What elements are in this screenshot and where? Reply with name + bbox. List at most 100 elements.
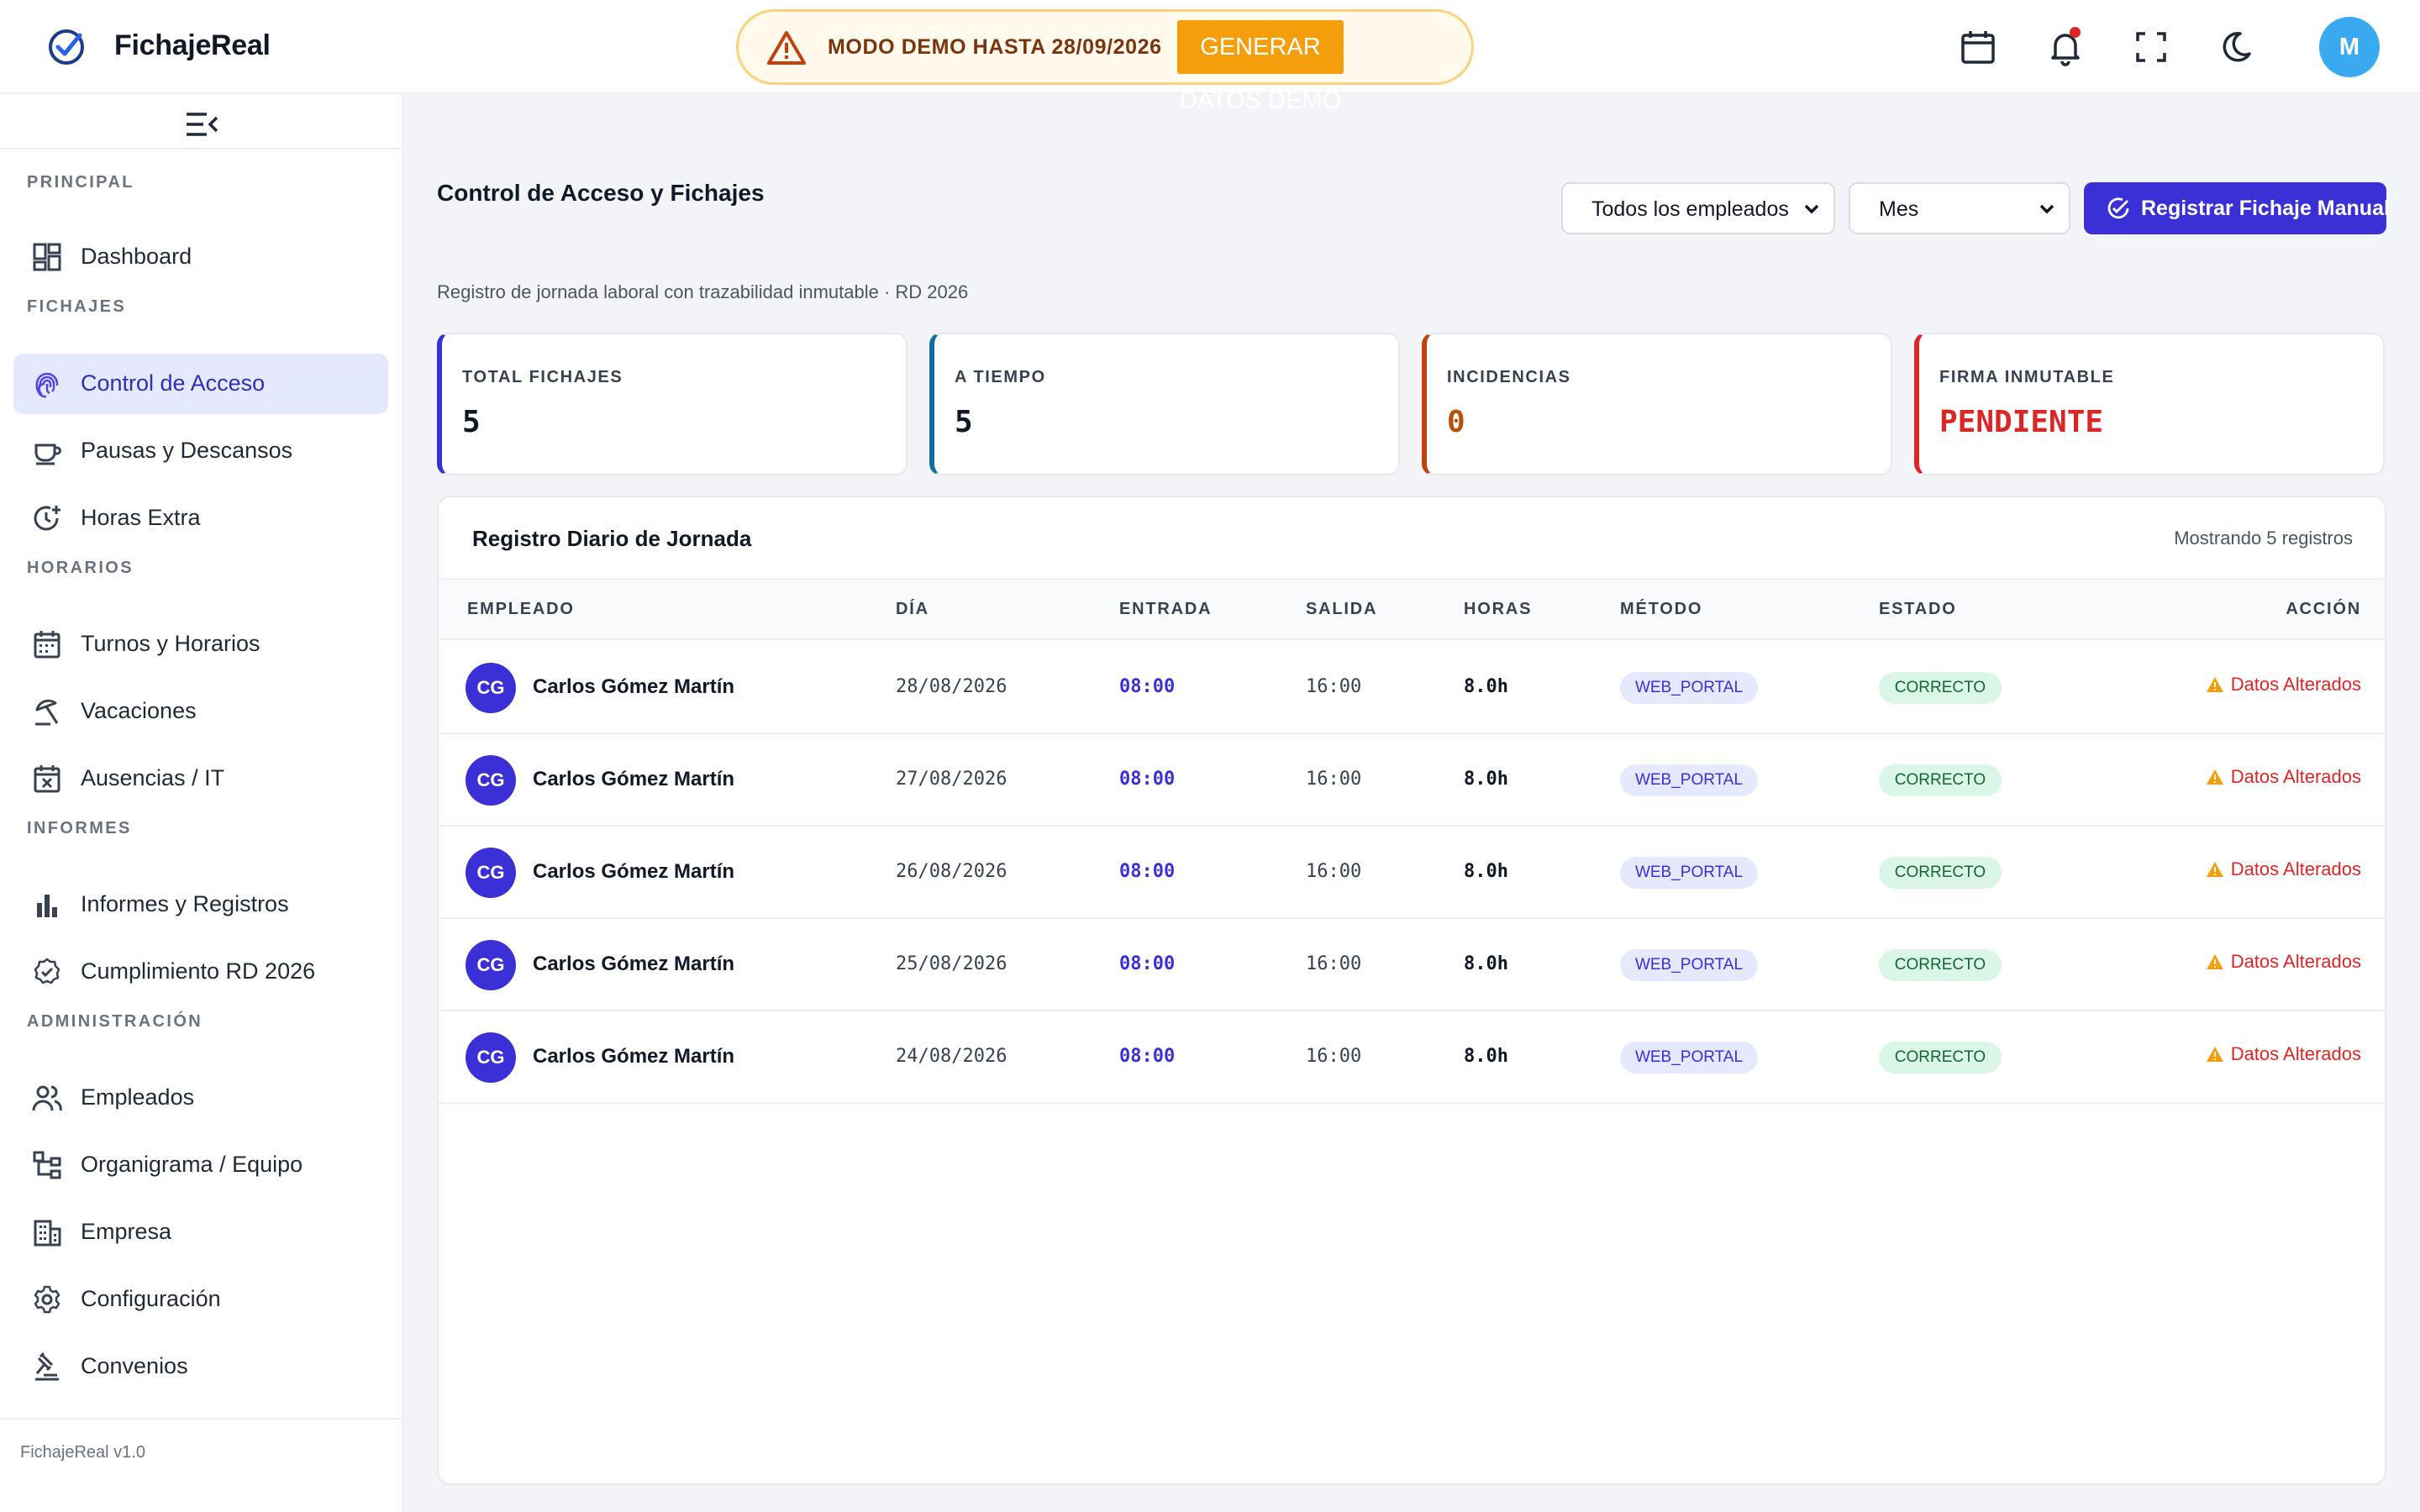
building-icon [32,1217,62,1247]
calendar-grid-icon [32,629,62,659]
moon-icon[interactable] [2212,24,2259,71]
table-row[interactable]: CG Carlos Gómez Martín 26/08/2026 08:00 16:0… [439,827,2385,919]
sidebar-item-horas-extra[interactable]: Horas Extra [13,488,388,549]
period-filter-select[interactable]: Mes [1849,182,2070,234]
altered-data-link[interactable]: Datos Alterados [2206,766,2361,788]
sidebar-item-informes[interactable]: Informes y Registros [13,874,388,935]
table-title: Registro Diario de Jornada [472,526,752,551]
action-label: Datos Alterados [2230,858,2361,879]
demo-banner-text: MODO DEMO HASTA 28/09/2026 [828,35,1162,59]
register-manual-entry-button[interactable]: Registrar Fichaje Manual [2084,182,2390,234]
section-label-horarios: HORARIOS [27,559,134,577]
stat-value: 5 [955,405,973,439]
sidebar-item-ausencias[interactable]: Ausencias / IT [13,748,388,809]
sidebar-item-control-acceso[interactable]: Control de Acceso [13,354,388,414]
stat-value: PENDIENTE [1939,405,2104,439]
employee-name: Carlos Gómez Martín [533,768,735,790]
table-row[interactable]: CG Carlos Gómez Martín 27/08/2026 08:00 16:0… [439,734,2385,827]
sidebar-item-configuracion[interactable]: Configuración [13,1269,388,1330]
table-row[interactable]: CG Carlos Gómez Martín 28/08/2026 08:00 16:0… [439,642,2385,734]
badge-check-icon [32,957,62,987]
section-label-administracion: ADMINISTRACIÓN [27,1012,203,1031]
fingerprint-icon [32,369,62,399]
day-value: 27/08/2026 [896,769,1007,790]
umbrella-icon [32,696,62,727]
table-header: EMPLEADO DÍA ENTRADA SALIDA HORAS MÉTODO… [439,578,2385,640]
warning-icon [2206,768,2224,786]
attendance-table-card: Registro Diario de Jornada Mostrando 5 r… [437,496,2386,1485]
chevron-down-icon [1804,204,1819,214]
sidebar-item-empleados[interactable]: Empleados [13,1068,388,1128]
action-label: Datos Alterados [2230,951,2361,972]
hours-value: 8.0h [1464,1046,1508,1067]
sidebar-item-label: Pausas y Descansos [81,438,293,463]
entry-time: 08:00 [1119,676,1176,697]
sidebar-item-label: Dashboard [81,244,192,269]
sidebar-item-empresa[interactable]: Empresa [13,1202,388,1263]
action-label: Datos Alterados [2230,1043,2361,1064]
sidebar-item-label: Configuración [81,1286,221,1311]
entry-time: 08:00 [1119,861,1176,882]
exit-time: 16:00 [1306,953,1362,974]
sidebar-item-label: Convenios [81,1353,188,1378]
register-button-label: Registrar Fichaje Manual [2141,197,2390,220]
status-badge: CORRECTO [1879,1042,2002,1074]
exit-time: 16:00 [1306,676,1362,697]
column-header-metodo: MÉTODO [1620,600,1703,618]
section-label-principal: PRINCIPAL [27,173,134,192]
stat-card-total: TOTAL FICHAJES 5 [437,333,908,475]
sidebar-item-vacaciones[interactable]: Vacaciones [13,681,388,742]
page-subtitle: Registro de jornada laboral con trazabil… [437,281,969,302]
collapse-menu-icon[interactable] [182,108,222,141]
sidebar-item-dashboard[interactable]: Dashboard [13,227,388,287]
gavel-icon [32,1352,62,1382]
user-avatar[interactable]: M [2319,17,2380,77]
day-value: 25/08/2026 [896,953,1007,974]
exit-time: 16:00 [1306,861,1362,882]
generate-demo-data-button[interactable]: GENERAR DATOS DEMO [1177,20,1344,114]
altered-data-link[interactable]: Datos Alterados [2206,1043,2361,1065]
column-header-entrada: ENTRADA [1119,600,1213,618]
sidebar-item-turnos[interactable]: Turnos y Horarios [13,614,388,675]
sidebar-item-label: Ausencias / IT [81,765,225,790]
bell-icon[interactable] [2042,24,2089,71]
sidebar-item-label: Control de Acceso [81,370,266,396]
warning-icon [2206,1045,2224,1063]
sidebar-item-pausas[interactable]: Pausas y Descansos [13,421,388,481]
column-header-horas: HORAS [1464,600,1533,618]
sidebar-item-label: Informes y Registros [81,891,289,916]
sidebar-item-label: Vacaciones [81,698,197,723]
status-badge: CORRECTO [1879,857,2002,889]
demo-mode-banner: MODO DEMO HASTA 28/09/2026 GENERAR DATOS… [736,9,1474,114]
warning-icon [767,31,806,65]
warning-icon [2206,953,2224,971]
table-row[interactable]: CG Carlos Gómez Martín 24/08/2026 08:00 16:0… [439,1011,2385,1104]
brand[interactable]: FichajeReal [45,24,271,67]
fullscreen-icon[interactable] [2128,24,2175,71]
users-icon [32,1083,62,1113]
hours-value: 8.0h [1464,676,1508,697]
employee-filter-select[interactable]: Todos los empleados [1561,182,1835,234]
sidebar-item-convenios[interactable]: Convenios [13,1336,388,1397]
status-badge: CORRECTO [1879,672,2002,704]
sidebar-item-label: Empresa [81,1219,172,1244]
stat-value: 5 [462,405,481,439]
sidebar-item-organigrama[interactable]: Organigrama / Equipo [13,1135,388,1195]
warning-icon [2206,860,2224,879]
sidebar-item-cumplimiento[interactable]: Cumplimiento RD 2026 [13,942,388,1002]
table-row[interactable]: CG Carlos Gómez Martín 25/08/2026 08:00 16:0… [439,919,2385,1011]
stat-label: INCIDENCIAS [1447,368,1571,386]
method-badge: WEB_PORTAL [1620,764,1758,796]
employee-name: Carlos Gómez Martín [533,860,735,883]
altered-data-link[interactable]: Datos Alterados [2206,858,2361,880]
altered-data-link[interactable]: Datos Alterados [2206,674,2361,696]
sidebar-item-label: Horas Extra [81,505,201,530]
record-count: Mostrando 5 registros [2174,528,2353,549]
altered-data-link[interactable]: Datos Alterados [2206,951,2361,973]
period-filter-value: Mes [1879,197,1919,221]
day-value: 28/08/2026 [896,676,1007,697]
column-header-empleado: EMPLEADO [467,600,575,618]
calendar-icon[interactable] [1954,24,2002,71]
notification-dot [2070,27,2081,38]
calendar-check-icon [2107,197,2129,219]
